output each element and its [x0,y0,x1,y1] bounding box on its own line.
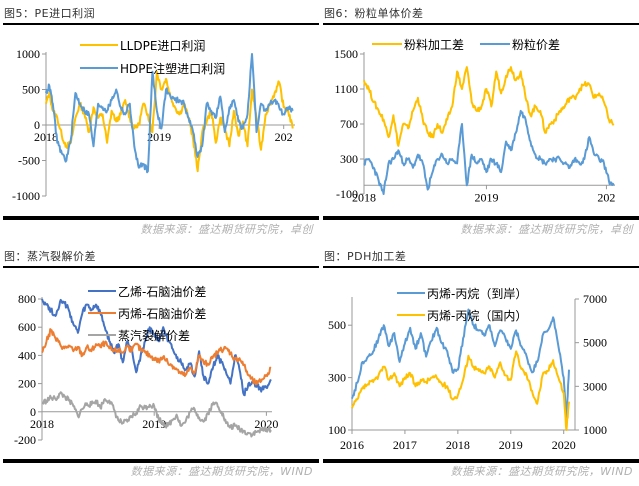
y2-tick-label: 3000 [583,379,607,393]
source-note: 数据来源：盛达期货研究院，卓创 [460,223,633,236]
y-tick-label: 700 [340,117,358,131]
source-note: 数据来源：盛达期货研究院，WIND [450,465,633,478]
legend-label: 乙烯-石脑油价差 [118,285,206,299]
chart-powder-pellet-spread: -100 300 700 1100 1500 2018 2019 202 粉料加工差 粉粒价差 [334,37,615,204]
chart-pe-import-profit: -1000 -500 0 500 1000 2018 2019 202 LLDPE进口利润 HDP… [12,39,295,203]
series-line-1 [45,53,294,174]
y2-tick-label: 1000 [583,423,607,437]
series-line-0 [363,66,615,147]
legend-label: 蒸汽裂解价差 [118,328,190,343]
legend-label: LLDPE进口利润 [120,39,205,53]
y-tick-label: 600 [18,320,36,334]
legend-label: 粉料加工差 [404,38,464,52]
y-tick-label: 1000 [16,47,40,61]
panel-pe-import-profit: 图5：PE进口利润 -1000 -500 0 500 1000 2018 2019 202 LL… [0,0,319,243]
series-line-1 [351,350,570,431]
top-rule [323,23,639,25]
legend-label: 丙烯-丙烷（到岸） [427,287,527,301]
y-tick-label: 400 [18,348,36,362]
y-tick-label: 1500 [334,47,358,61]
top-rule [3,23,319,25]
bottom-rule [3,459,319,463]
y-tick-label: -200 [14,433,36,447]
x-tick-label: 2019 [474,190,498,204]
y-tick-label: 800 [18,292,36,306]
y-tick-label: 1100 [334,82,358,96]
top-rule [3,266,319,268]
y-tick-label: 500 [328,318,346,332]
x-tick-label: 202 [275,130,293,144]
y-tick-label: -1000 [12,189,40,203]
series-line-1 [363,109,615,195]
bottom-rule [323,216,639,220]
y-tick-label: 0 [30,405,36,419]
y-tick-label: 300 [340,152,358,166]
top-rule [323,266,639,268]
legend-label: 丙烯-丙烷（国内） [427,309,527,323]
panel-title: 图：蒸汽裂解价差 [4,250,96,263]
legend-label: 丙烯-石脑油价差 [118,307,206,321]
chart-pdh-margin: 100 300 500 1000 3000 5000 7000 2016 2017 2018 201… [328,287,607,452]
series-line-0 [351,308,570,421]
panel-title: 图5：PE进口利润 [4,7,96,20]
series-line-1 [41,328,272,386]
y-tick-label: 500 [22,83,40,97]
legend-label: 粉粒价差 [512,37,560,52]
panel-pdh-margin: 图：PDH加工差 100 300 500 1000 3000 5000 7000 2016 20… [320,243,639,486]
source-note: 数据来源：盛达期货研究院，卓创 [140,223,313,236]
panel-steam-cracking-spread: 图：蒸汽裂解价差 -200 0 200 400 600 800 2018 2019 2020 乙烯… [0,243,319,486]
x-tick-label: 2019 [147,130,171,144]
panel-powder-pellet-spread: 图6：粉粒单体价差 -100 300 700 1100 1500 2018 2019 202 粉… [320,0,639,243]
x-tick-label: 2018 [34,130,58,144]
series-line-0 [45,70,294,173]
source-note: 数据来源：盛达期货研究院，WIND [130,465,313,478]
x-tick-label: 2020 [552,438,576,452]
series-line-2 [41,391,272,438]
x-tick-label: 2016 [340,438,364,452]
y-tick-label: -100 [336,187,358,201]
x-tick-label: 2018 [30,417,54,431]
bottom-rule [323,459,639,463]
y-tick-label: 300 [328,371,346,385]
panel-title: 图：PDH加工差 [324,250,407,263]
x-tick-label: 202 [597,190,615,204]
bottom-rule [3,216,319,220]
y2-tick-label: 5000 [583,336,607,350]
panel-title: 图6：粉粒单体价差 [324,7,424,20]
x-tick-label: 2018 [352,190,376,204]
series-line-0 [41,298,272,397]
legend-label: HDPE注塑进口利润 [120,61,225,76]
y2-tick-label: 7000 [583,292,607,306]
x-tick-label: 2018 [446,438,470,452]
y-tick-label: 200 [18,377,36,391]
y-tick-label: 0 [34,118,40,132]
y-tick-label: 100 [328,423,346,437]
x-tick-label: 2017 [393,438,417,452]
y-tick-label: -500 [18,154,40,168]
x-tick-label: 2019 [499,438,523,452]
